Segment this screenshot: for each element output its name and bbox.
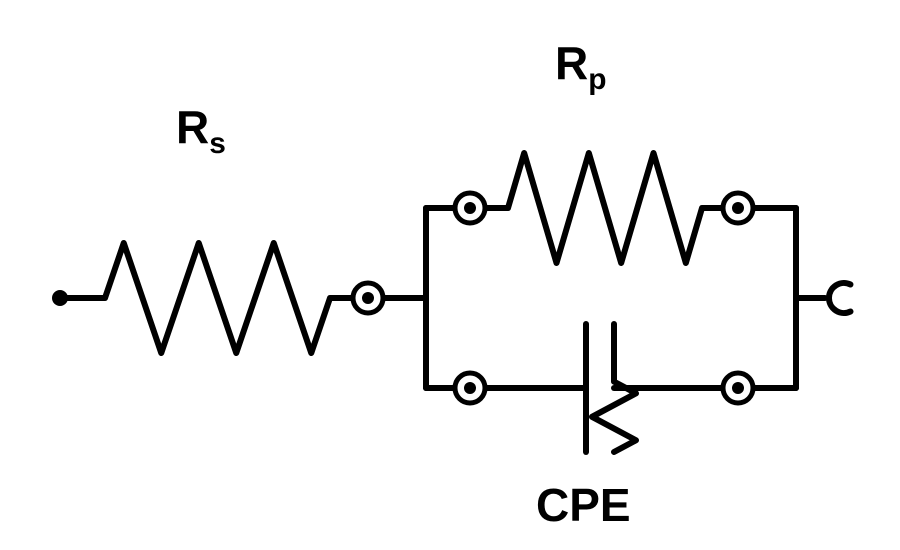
rs-sub: s [209,127,226,160]
circuit-svg [0,0,900,550]
rp-main: R [555,37,588,89]
label-rp: Rp [555,36,607,97]
label-cpe: CPE [536,478,631,532]
rs-main: R [176,101,209,153]
cpe-main: CPE [536,479,631,531]
rp-sub: p [588,63,606,96]
circuit-canvas: Rs Rp CPE [0,0,900,550]
label-rs: Rs [176,100,226,161]
